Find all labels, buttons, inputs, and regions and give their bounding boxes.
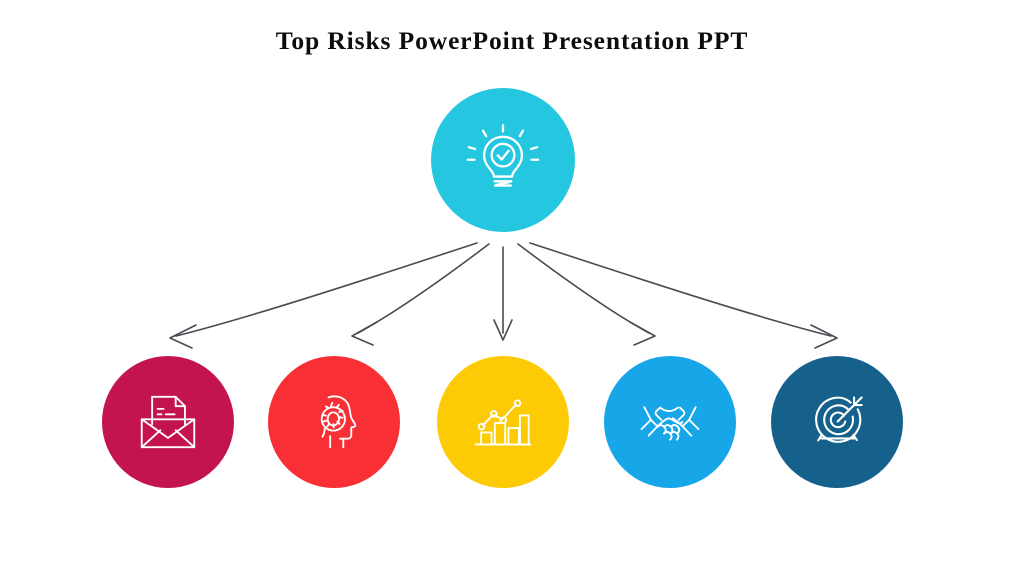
arrowhead-3 [629,321,656,346]
arrowhead-1 [351,321,378,346]
connector-path-1 [357,243,490,334]
target-arrow-icon [815,396,863,443]
branch-node-communication[interactable] [102,356,234,488]
envelope-document-icon [140,395,196,449]
bar-chart-growth-icon [474,399,532,446]
hub-node-top-risks[interactable] [431,88,575,232]
branch-node-performance[interactable] [437,356,569,488]
branch-node-goal[interactable] [771,356,903,488]
head-gear-icon [320,395,357,449]
connector-path-3 [517,243,650,334]
branch-node-strategy[interactable] [268,356,400,488]
arrowhead-2 [493,319,513,341]
branch-node-partnership[interactable] [604,356,736,488]
handshake-icon [640,406,700,441]
arrowhead-0 [169,324,197,349]
page-title: Top Risks PowerPoint Presentation PPT [275,26,749,55]
connector-path-0 [175,242,478,337]
lightbulb-check-icon [466,124,540,187]
connector-path-4 [529,242,832,337]
arrowhead-4 [810,324,838,349]
